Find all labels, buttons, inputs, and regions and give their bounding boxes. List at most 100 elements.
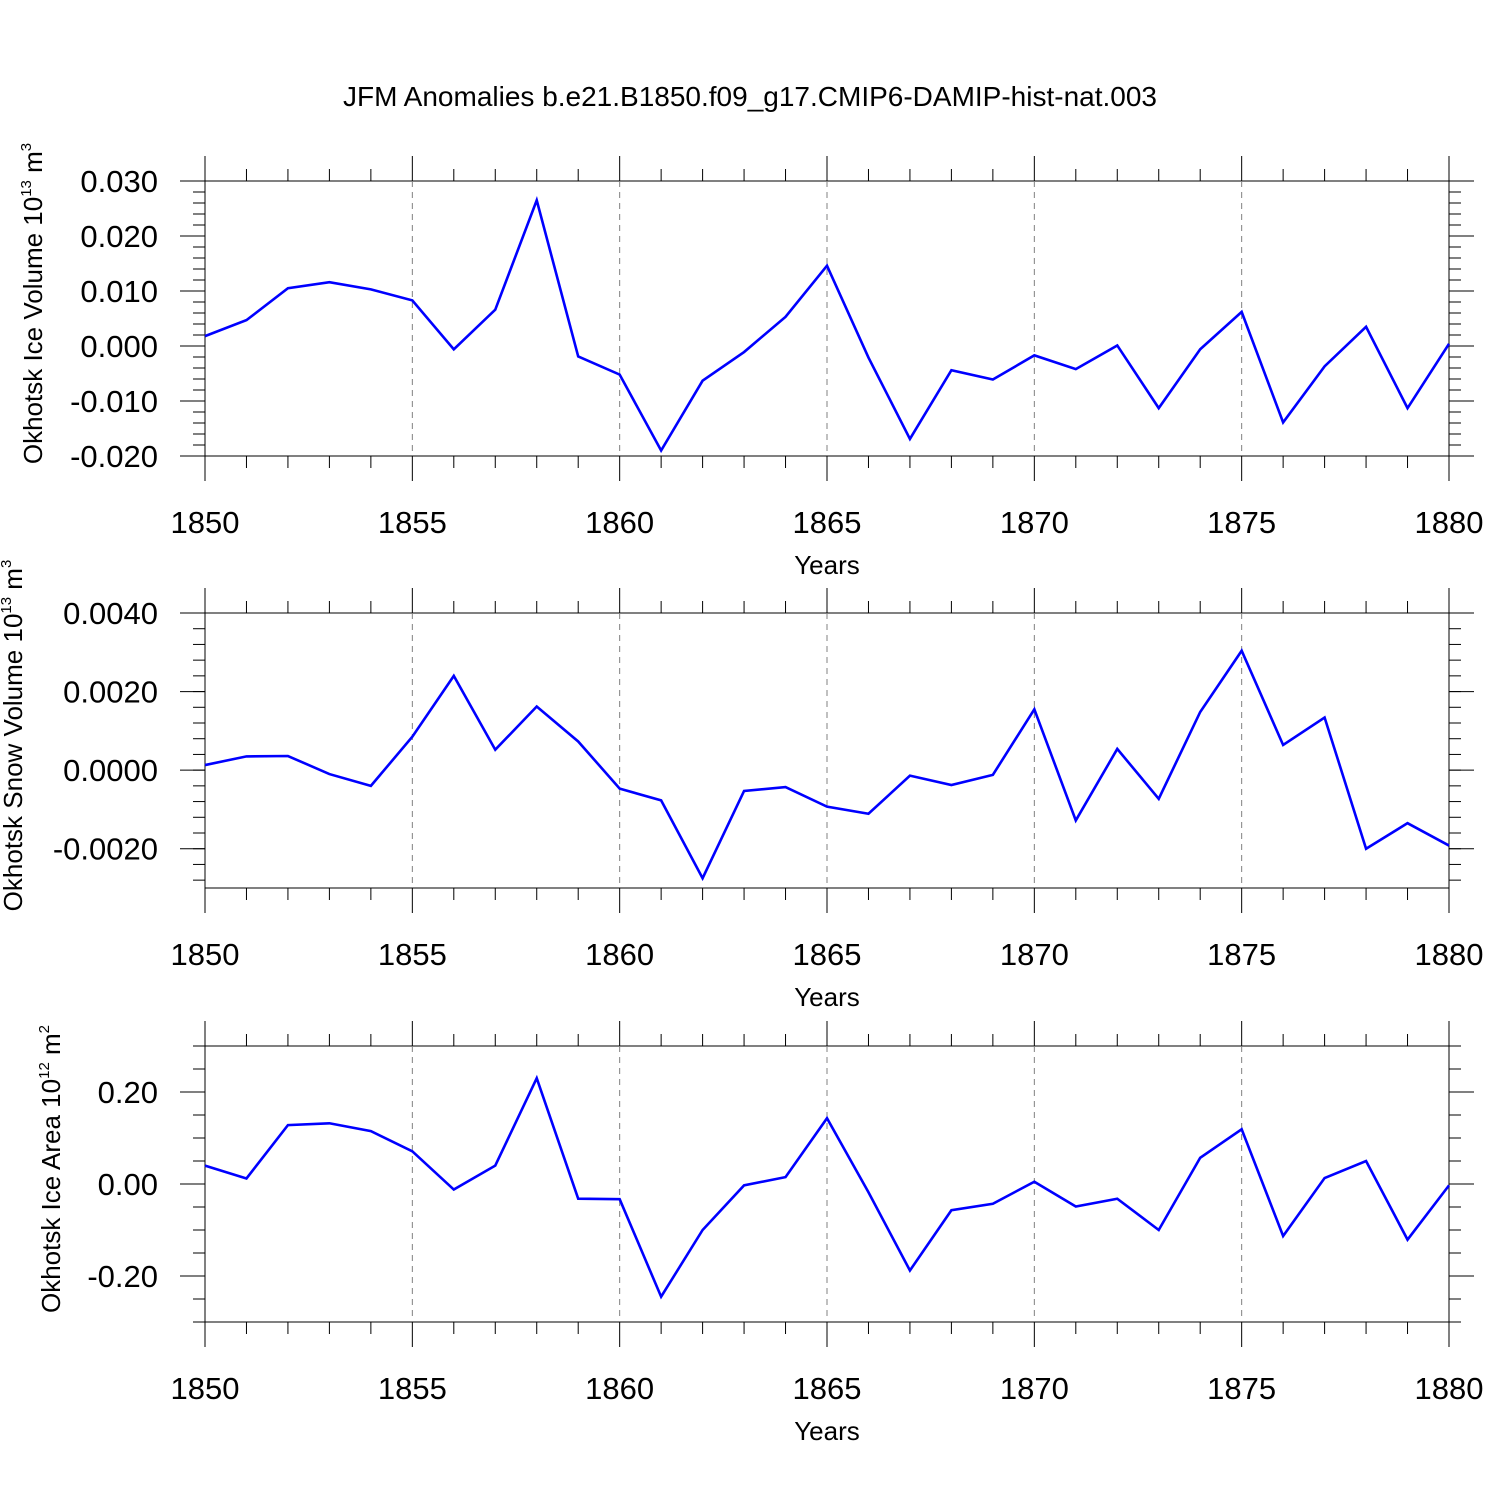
data-point <box>536 1077 538 1079</box>
x-tick-label: 1860 <box>585 1371 654 1406</box>
data-point <box>412 736 414 738</box>
data-point <box>1116 748 1118 750</box>
y-axis-title: Okhotsk Snow Volume 1013 m3 <box>0 560 28 912</box>
data-point <box>909 438 911 440</box>
y-axis-title-superscript: 3 <box>0 560 15 568</box>
data-point <box>868 1191 870 1193</box>
data-point <box>619 374 621 376</box>
data-point <box>1365 1160 1367 1162</box>
panel-2: 0.0040 0.0020 0.0000 -0.0020 1850 1855 1860 186… <box>0 560 1483 1012</box>
y-tick-label: 0.030 <box>80 164 158 199</box>
data-point <box>1116 1198 1118 1200</box>
data-point <box>1116 345 1118 347</box>
data-point <box>577 356 579 358</box>
data-point <box>329 1122 331 1124</box>
series-line <box>204 648 1450 882</box>
series-line <box>204 1074 1451 1300</box>
data-point <box>1448 845 1450 847</box>
data-point <box>992 1203 994 1205</box>
x-tick-label: 1880 <box>1415 1371 1484 1406</box>
data-point <box>909 1270 911 1272</box>
data-point <box>1282 744 1284 746</box>
data-point <box>1199 711 1201 713</box>
y-axis-title-part: Okhotsk Ice Area 10 <box>36 1079 66 1313</box>
data-point <box>1034 1181 1036 1183</box>
data-point <box>785 316 787 318</box>
y-axis-title-part: Okhotsk Snow Volume 10 <box>0 614 28 912</box>
data-point <box>577 1198 579 1200</box>
data-point <box>785 786 787 788</box>
data-point <box>702 877 704 879</box>
data-point <box>660 450 662 452</box>
data-point <box>702 380 704 382</box>
y-axis-title-part: m <box>18 151 48 180</box>
panels: 0.030 0.020 0.010 0.000 -0.010 -0.020 1850 1855… <box>0 143 1483 1446</box>
data-point <box>909 775 911 777</box>
x-tick-label: 1855 <box>378 1371 447 1406</box>
x-tick-label: 1850 <box>171 505 240 540</box>
y-axis-title-superscript: 13 <box>18 180 35 197</box>
y-tick-label: 0.0020 <box>63 675 158 710</box>
data-point <box>619 788 621 790</box>
data-point <box>826 1117 828 1119</box>
panel-1: 0.030 0.020 0.010 0.000 -0.010 -0.020 1850 1855… <box>18 143 1483 580</box>
x-tick-label: 1870 <box>1000 937 1069 972</box>
y-tick-label: -0.020 <box>70 439 158 474</box>
y-axis-title-superscript: 3 <box>18 143 35 151</box>
data-point <box>868 813 870 815</box>
data-point <box>826 265 828 267</box>
y-tick-label: 0.0040 <box>63 596 158 631</box>
data-point <box>412 1151 414 1153</box>
y-tick-label: 0.20 <box>98 1075 158 1110</box>
data-point <box>577 741 579 743</box>
data-point <box>287 755 289 757</box>
data-point <box>951 1209 953 1211</box>
data-point <box>1158 798 1160 800</box>
y-tick-label: 0.020 <box>80 219 158 254</box>
x-tick-label: 1855 <box>378 937 447 972</box>
data-point <box>246 756 248 758</box>
series-line <box>204 196 1451 454</box>
data-point <box>494 1165 496 1167</box>
data-point <box>1282 422 1284 424</box>
data-point <box>453 349 455 351</box>
data-point <box>660 800 662 802</box>
y-tick-label: -0.20 <box>87 1259 158 1294</box>
data-point <box>743 351 745 353</box>
data-point <box>951 784 953 786</box>
data-point <box>453 675 455 677</box>
y-axis-title-superscript: 12 <box>36 1062 53 1079</box>
data-point <box>743 1185 745 1187</box>
x-tick-label: 1850 <box>171 937 240 972</box>
x-tick-label: 1855 <box>378 505 447 540</box>
y-axis-title-superscript: 13 <box>0 597 15 614</box>
data-point <box>287 287 289 289</box>
data-point <box>204 1165 206 1167</box>
data-point <box>204 335 206 337</box>
x-tick-label: 1860 <box>585 505 654 540</box>
data-point <box>1324 717 1326 719</box>
data-point <box>1407 1239 1409 1241</box>
data-point <box>370 785 372 787</box>
x-tick-label: 1865 <box>793 505 862 540</box>
x-axis-title: Years <box>794 550 860 580</box>
data-point <box>1158 407 1160 409</box>
data-point <box>329 281 331 283</box>
data-point <box>246 1178 248 1180</box>
x-tick-label: 1875 <box>1207 937 1276 972</box>
data-point <box>536 706 538 708</box>
data-point <box>204 764 206 766</box>
data-point <box>1075 820 1077 822</box>
x-tick-label: 1865 <box>793 1371 862 1406</box>
data-point <box>370 1130 372 1132</box>
y-axis-title-superscript: 2 <box>36 1025 53 1033</box>
y-axis-title-part: m <box>0 568 28 597</box>
data-point <box>1199 349 1201 351</box>
data-point <box>287 1124 289 1126</box>
x-axis-title: Years <box>794 1416 860 1446</box>
data-point <box>743 790 745 792</box>
data-point <box>1158 1229 1160 1231</box>
data-point <box>660 1296 662 1298</box>
y-tick-label: 0.010 <box>80 274 158 309</box>
